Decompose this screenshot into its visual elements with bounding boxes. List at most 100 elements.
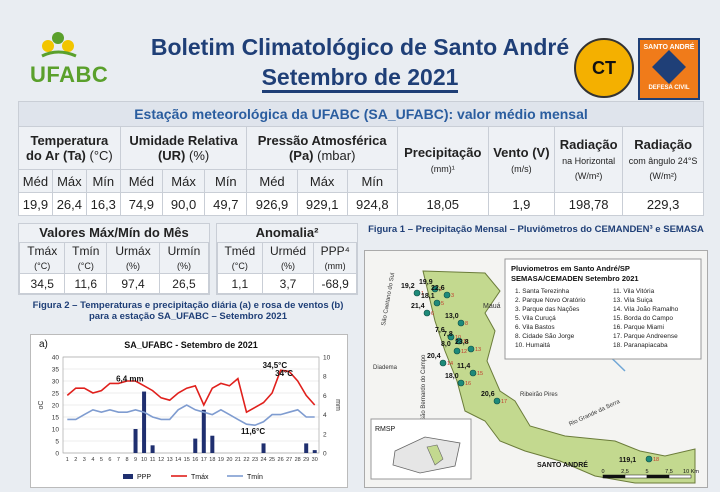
rain-gauge-point xyxy=(433,299,441,307)
vento-unit: (m/s) xyxy=(511,163,532,174)
anomalia-col: PPP⁴ (mm) xyxy=(313,242,357,274)
x-tick-label: 22 xyxy=(243,457,249,463)
x-tick-label: 28 xyxy=(295,457,301,463)
maxmin-value: 11,6 xyxy=(64,273,108,294)
santo-andre-region xyxy=(422,270,696,484)
scale-segment xyxy=(624,474,648,479)
x-tick-label: 16 xyxy=(192,457,198,463)
maxmin-col: Urmáx (%) xyxy=(106,242,160,274)
rain-gauge-id: 12 xyxy=(461,349,467,355)
rain-gauge-point xyxy=(431,285,439,293)
rmsp-label: RMSP xyxy=(375,426,396,433)
y2-tick-label: 6 xyxy=(323,393,327,400)
x-tick-label: 11 xyxy=(150,457,156,463)
value-cell: 924,8 xyxy=(346,192,398,216)
ppp-bar xyxy=(312,450,317,453)
fig2-caption: Figura 2 – Temperaturas e precipitação d… xyxy=(32,300,344,322)
anomalia-box: Anomalia² Tméd (°C) Urméd (%) PPP⁴ (mm) 1,1… xyxy=(216,223,358,295)
value-cell: 26,4 xyxy=(51,192,87,216)
rain-gauge-value: 22,6 xyxy=(431,285,445,292)
y-tick-label: 25 xyxy=(52,391,60,398)
rain-gauge-point xyxy=(455,337,463,345)
scale-label: 5 xyxy=(645,469,648,475)
value-cell: 926,9 xyxy=(246,192,298,216)
rad-h-label: Radiação xyxy=(559,137,618,152)
vento-label: Vento (V) xyxy=(493,144,550,160)
legend-item: 10. Humaitá xyxy=(515,342,550,349)
rain-gauge-point xyxy=(413,289,421,297)
tmax-line xyxy=(66,369,316,414)
pa-header-name: Pressão Atmosférica xyxy=(257,133,387,148)
maxmin-title: Valores Máx/Mín do Mês xyxy=(19,224,209,242)
ufabc-logo-icon xyxy=(41,32,77,58)
rain-gauge-id: 1 xyxy=(421,291,424,297)
ufabc-logo-text: UFABC xyxy=(30,62,109,87)
map-points: 119,2219,9322,6518,1621,4813,0107,6117,8… xyxy=(401,279,659,464)
legend-box xyxy=(504,258,702,360)
rain-gauge-value: 8,0 xyxy=(441,341,451,348)
anomalia-value: 1,1 xyxy=(217,273,263,294)
rain-gauge-id: 15 xyxy=(477,371,483,377)
maxmin-unit: (%) xyxy=(176,261,191,271)
ppp-bar xyxy=(210,435,215,453)
annotation-tmax2: 34°C xyxy=(275,369,293,378)
anomalia-label: Tméd xyxy=(224,244,256,258)
maxmin-col: Tmín (°C) xyxy=(64,242,108,274)
rain-gauge-id: 16 xyxy=(465,381,471,387)
legend-label-tmin: Tmín xyxy=(247,474,263,481)
anomalia-col: Tméd (°C) xyxy=(217,242,263,274)
rad-a-value: 229,3 xyxy=(622,192,704,216)
y2-tick-label: 8 xyxy=(323,374,327,381)
place-label: SANTO ANDRÉ xyxy=(537,460,588,469)
maxmin-label: Urmáx xyxy=(115,244,151,258)
legend-right-list: 11. Vila Vitória 13. Vila Suiça 14. Vila J… xyxy=(613,288,679,349)
x-tick-label: 4 xyxy=(91,457,94,463)
chart-title: SA_UFABC - Setembro de 2021 xyxy=(124,340,258,350)
legend-item: 5. Vila Curuçá xyxy=(515,315,556,322)
ppp-bar xyxy=(193,438,198,453)
sub-label: Mín xyxy=(346,169,398,193)
x-tick-label: 29 xyxy=(303,457,309,463)
ppp-bar xyxy=(150,445,155,453)
x-tick-label: 3 xyxy=(83,457,86,463)
annotation-ppp: 6,4 mm xyxy=(116,374,144,383)
sub-label: Máx xyxy=(161,169,206,193)
maxmin-value: 26,5 xyxy=(158,273,210,294)
y-tick-label: 40 xyxy=(52,355,60,362)
defesa-civil-logo: SANTO ANDRÉ DEFESA CIVIL xyxy=(638,38,700,100)
scale-label: 0 xyxy=(601,469,604,475)
maxmin-col: Urmín (%) xyxy=(158,242,210,274)
sub-label: Méd xyxy=(119,169,163,193)
maxmin-col: Tmáx (°C) xyxy=(18,242,66,274)
precip-label: Precipitação xyxy=(404,144,482,160)
vento-value: 1,9 xyxy=(487,192,556,216)
legend-item: 6. Vila Bastos xyxy=(515,324,555,331)
chart-panel: SA_UFABC - Setembro de 2021 a) 0 5 10 15 20 25 3… xyxy=(30,334,348,488)
x-tick-label: 2 xyxy=(74,457,77,463)
x-tick-label: 12 xyxy=(158,457,164,463)
place-label: Mauá xyxy=(483,303,501,310)
anomalia-value: -68,9 xyxy=(313,273,357,294)
anomalia-label: PPP⁴ xyxy=(320,244,350,258)
maxmin-box: Valores Máx/Mín do Mês Tmáx (°C) Tmín (°C)… xyxy=(18,223,210,295)
rain-gauge-id: 6 xyxy=(431,311,434,317)
defesa-civil-bottom: DEFESA CIVIL xyxy=(648,85,690,91)
maxmin-label: Urmín xyxy=(167,244,201,258)
scale-segment xyxy=(602,474,626,479)
rain-gauge-point xyxy=(457,379,465,387)
place-label: Ribeirão Pires xyxy=(520,392,558,398)
x-tick-label: 30 xyxy=(312,457,318,463)
scale-label: 7,5 xyxy=(665,469,673,475)
rain-gauge-id: 14 xyxy=(447,361,453,367)
legend-item: 15. Borda do Campo xyxy=(613,315,673,322)
rad-h-unit: (W/m²) xyxy=(574,171,603,181)
place-label: São Caetano do Sul xyxy=(381,272,396,326)
sub-label: Máx xyxy=(296,169,348,193)
rad-a-label: Radiação xyxy=(634,137,693,152)
rain-gauge-value: 19,9 xyxy=(419,279,433,286)
rain-gauge-id: 17 xyxy=(501,399,507,405)
place-label: Diadema xyxy=(373,365,398,371)
precip-unit: (mm)¹ xyxy=(430,163,455,174)
scale-bar: 0 2,5 5 7,5 10 Km xyxy=(601,469,699,479)
maxmin-value: 97,4 xyxy=(106,273,160,294)
